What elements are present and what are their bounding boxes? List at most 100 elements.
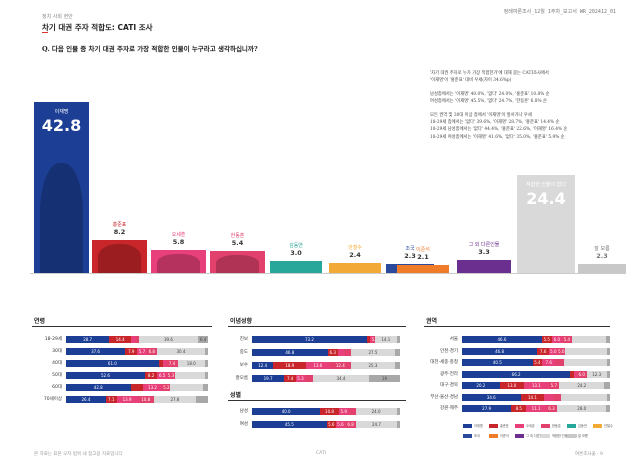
bar-value-2: 5.8 xyxy=(172,237,185,246)
segment-2 xyxy=(544,393,553,401)
bar-2 xyxy=(151,249,206,273)
bar-label-4: 김동연 xyxy=(289,243,303,249)
segment-5 xyxy=(606,359,610,366)
row-label: 70세이상 xyxy=(43,397,62,402)
page-title: 차기 대권 주자 적합도: CATI 조사 xyxy=(42,23,153,32)
stacked-bar: 37.6 7.9 5.7 6.8 30.4 xyxy=(66,348,208,355)
note-line: 남성층에서는 '이재명' 40.0%, '없다' 24.0%, '홍준표' 10… xyxy=(430,91,550,97)
row-label: 50대 xyxy=(52,373,62,378)
row-label: 여성 xyxy=(239,422,248,427)
segment-0: 73.2 xyxy=(252,336,367,343)
legend-swatch xyxy=(489,434,498,438)
bar-7 xyxy=(397,264,449,273)
row-label: 인천·경기 xyxy=(440,348,458,354)
segment-0: 45.5 xyxy=(252,421,327,428)
legend-label: 안철수 xyxy=(604,424,613,428)
segment-4 xyxy=(565,347,607,355)
row-label: 보수 xyxy=(239,363,248,368)
segment-1: 18.9 xyxy=(273,362,307,369)
segment-1 xyxy=(570,370,574,378)
bar-label-8: 그 외 다른인물 xyxy=(468,241,500,248)
bar-label-6: 조국 xyxy=(405,245,415,252)
segment-1: 6.3 xyxy=(327,349,338,356)
bar-0 xyxy=(34,101,89,273)
note-paragraph-1: '차기 대권 주자로 누가 가장 적합한가'에 대해 묻는 CATI조사에서 '이… xyxy=(430,70,630,85)
segment-5 xyxy=(606,393,610,401)
segment-5 xyxy=(604,382,610,389)
segment-1: 7.9 xyxy=(125,348,138,355)
segment-3: 12.4 xyxy=(329,362,352,369)
legend-item: 한동훈 xyxy=(541,423,561,428)
bar-value-1: 8.2 xyxy=(113,228,126,237)
segment-5: 19 xyxy=(369,375,400,382)
segment-4: 25.3 xyxy=(351,362,395,369)
stacked-bar: 19.7 7.4 5.3 34.4 19 xyxy=(252,375,400,382)
candidate-photo-0 xyxy=(40,163,83,273)
segment-0: 66.2 xyxy=(462,370,571,378)
bar-value-8: 3.3 xyxy=(478,247,490,256)
segment-4: 24.7 xyxy=(356,421,397,428)
segment-3 xyxy=(552,393,562,401)
segment-2 xyxy=(573,370,577,378)
segment-5 xyxy=(395,349,400,356)
segment-2: 5.7 xyxy=(137,348,147,355)
bar-label-10: 잘 모름 xyxy=(594,245,610,252)
segment-2: 5.0 xyxy=(549,347,558,355)
segment-3: 6.3 xyxy=(545,405,557,412)
segment-4: 30.4 xyxy=(157,348,205,355)
segment-2: 6.5 xyxy=(157,372,167,379)
segment-3: 7.4 xyxy=(166,360,178,367)
segment-1 xyxy=(158,360,164,367)
segment-5 xyxy=(204,372,208,379)
row-label: 남성 xyxy=(239,409,248,414)
segment-0: 40.0 xyxy=(252,408,321,415)
bar-1 xyxy=(92,240,147,273)
footer-center: CATI xyxy=(316,451,326,456)
legend-swatch xyxy=(463,434,472,438)
segment-0: 42.8 xyxy=(66,384,131,391)
segment-0: 46.6 xyxy=(462,336,542,343)
note-paragraph-2: 남성층에서는 '이재명' 40.0%, '없다' 24.0%, '홍준표' 10… xyxy=(430,91,630,106)
segment-4: 34.4 xyxy=(312,375,370,382)
note-line: 18-29세 남성층에서는 '없다' 44.4%, '홍준표' 22.6%, '… xyxy=(430,127,568,133)
segment-3 xyxy=(555,359,565,366)
segment-4 xyxy=(571,336,607,343)
row-label: 대구·경북 xyxy=(440,383,458,388)
stacked-bar: 45.5 5.6 5.6 6.8 24.7 xyxy=(252,421,400,428)
bar-4 xyxy=(270,261,322,273)
stacked-bar: 28.7 14.4 39.6 6.4 xyxy=(66,336,208,343)
segment-0: 61.0 xyxy=(66,360,159,367)
bar-label-3: 한동훈 xyxy=(230,233,245,240)
segment-2: 7.6 xyxy=(542,359,556,366)
segment-2 xyxy=(337,349,345,356)
stacked-bar: 46.6 5.5 6.0 5.4 xyxy=(462,336,610,343)
legend-item: 김동연 xyxy=(567,423,587,428)
section-rule-1 xyxy=(32,326,212,327)
segment-3 xyxy=(344,349,351,356)
segment-4: 27.8 xyxy=(153,396,196,403)
segment-0: 34.6 xyxy=(462,393,521,401)
bar-label-7: 이준석 xyxy=(416,246,430,253)
segment-3 xyxy=(348,408,356,415)
bar-value-4: 3.0 xyxy=(290,249,302,257)
stacked-bar: 12.4 18.9 13.6 12.4 25.3 xyxy=(252,362,400,369)
segment-5 xyxy=(606,347,610,355)
segment-2: 11.1 xyxy=(526,405,546,412)
row-label: 부산·울산·경남 xyxy=(430,394,458,400)
section-rule-3 xyxy=(228,400,406,401)
bar-10 xyxy=(578,263,626,273)
header-section-label: 정치 사회 현안 xyxy=(42,14,73,20)
row-label: 강원·제주 xyxy=(440,406,458,411)
row-label: 서울 xyxy=(449,337,458,342)
segment-3: 5.8 xyxy=(371,336,375,343)
bar-label-9: 적합한 인물이 없다 xyxy=(526,182,566,189)
note-line: 여성층에서는 '이재명' 45.5%, '없다' 24.7%, '한동훈' 6.… xyxy=(430,99,547,105)
segment-3: 10.8 xyxy=(137,396,154,403)
stacked-bar: 46.8 7.6 5.0 5.0 xyxy=(462,347,610,355)
legend-swatch xyxy=(541,424,550,428)
bar-value-0: 42.8 xyxy=(41,115,82,135)
segment-3: 6.8 xyxy=(146,348,158,355)
